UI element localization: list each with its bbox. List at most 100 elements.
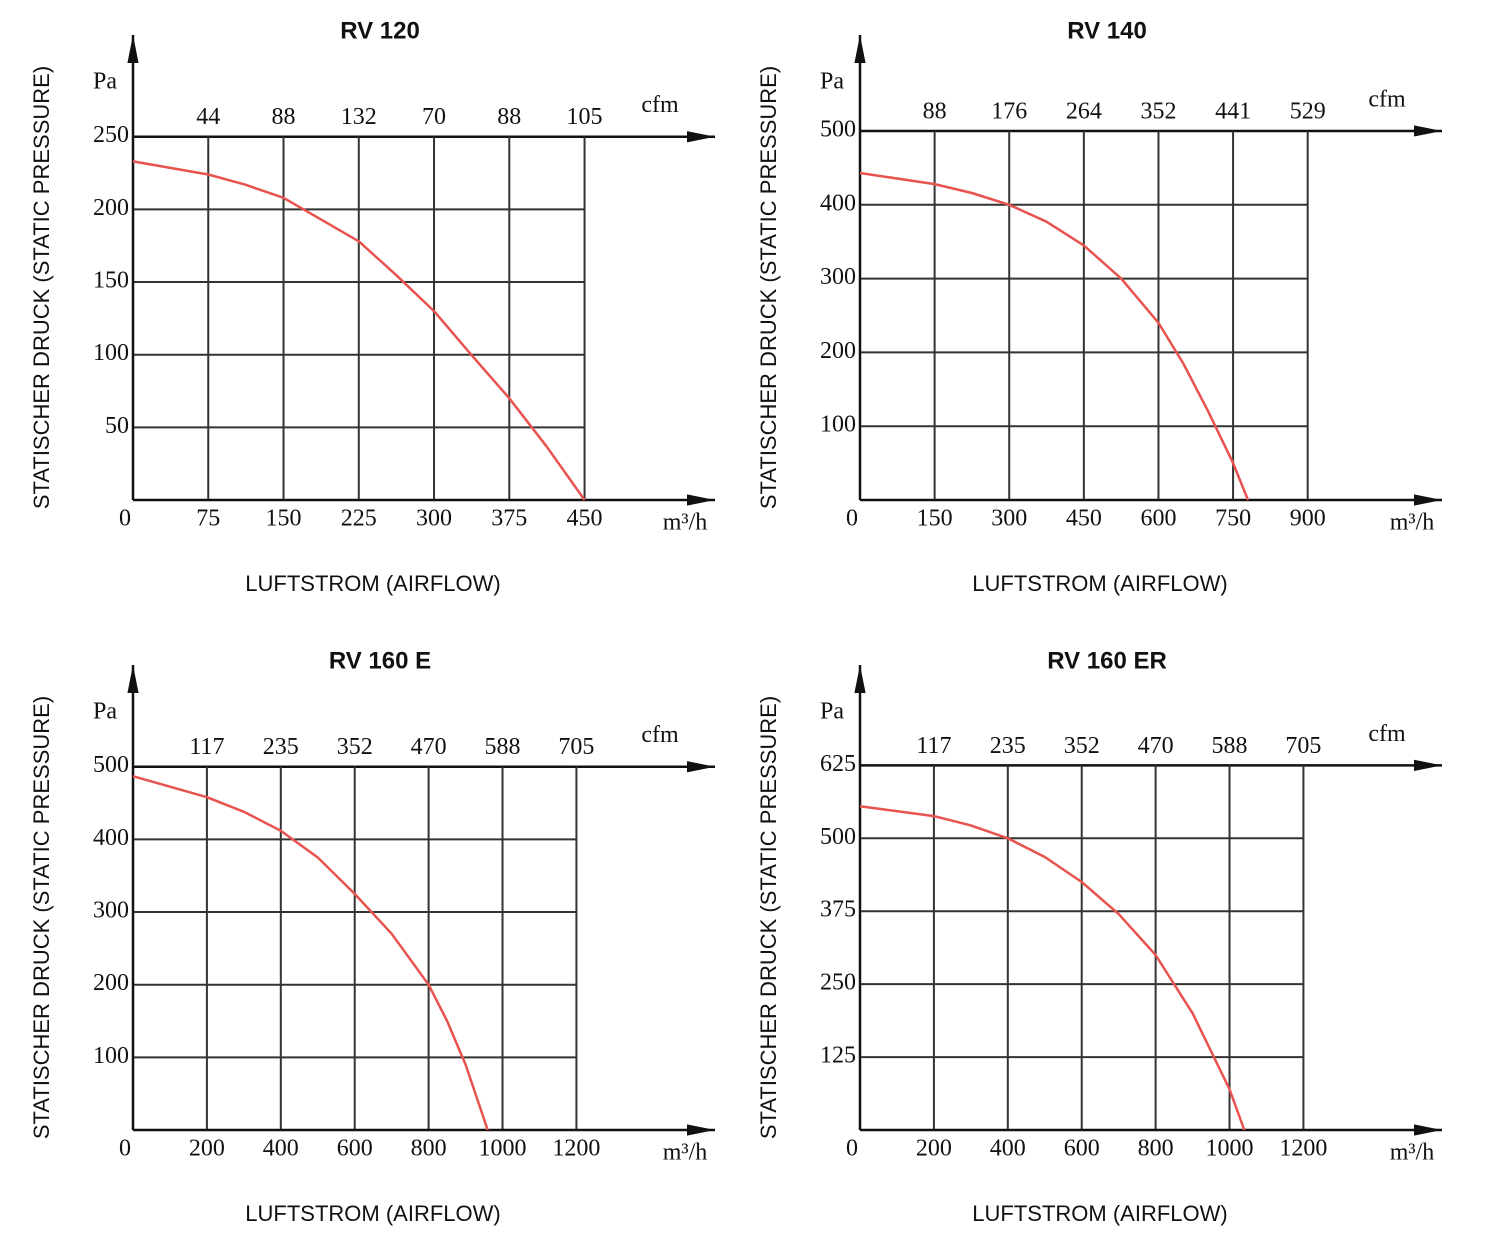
x-tick-label: 150 — [266, 506, 302, 532]
x2-tick-label: 117 — [916, 733, 951, 759]
y-axis-label: STATISCHER DRUCK (STATIC PRESSURE) — [29, 66, 54, 509]
x-tick-label: 400 — [990, 1136, 1026, 1162]
x2-tick-label: 176 — [991, 98, 1027, 124]
y-tick-label: 125 — [820, 1043, 856, 1069]
x-tick-label: 800 — [411, 1136, 447, 1162]
x2-tick-label: 132 — [341, 104, 377, 130]
y-unit: Pa — [820, 699, 844, 725]
x-tick-label: 200 — [916, 1136, 952, 1162]
x2-tick-label: 235 — [263, 734, 299, 760]
x-tick-label: 150 — [917, 506, 953, 532]
x2-tick-label: 588 — [485, 734, 521, 760]
y-tick-label: 100 — [93, 1043, 129, 1069]
y-tick-label: 300 — [93, 898, 129, 924]
y-axis-label: STATISCHER DRUCK (STATIC PRESSURE) — [29, 696, 54, 1139]
curve — [859, 804, 1246, 1131]
y-unit: Pa — [820, 69, 844, 95]
x-axis-label: LUFTSTROM (AIRFLOW) — [245, 1201, 500, 1226]
x-tick-label: 0 — [846, 506, 858, 532]
x2-tick-label: 588 — [1212, 733, 1248, 759]
x-tick-label: 0 — [846, 1136, 858, 1162]
curve — [132, 160, 586, 501]
x-tick-label: 800 — [1138, 1136, 1174, 1162]
x-tick-label: 375 — [491, 506, 527, 532]
y-tick-label: 400 — [93, 825, 129, 851]
x2-tick-label: 352 — [1140, 98, 1176, 124]
x-axis-label: LUFTSTROM (AIRFLOW) — [245, 571, 500, 596]
x-unit: m³/h — [663, 510, 708, 536]
x-tick-label: 450 — [567, 506, 603, 532]
chart-title: RV 160 ER — [1047, 647, 1167, 674]
x-tick-label: 750 — [1215, 506, 1251, 532]
y-tick-label: 250 — [93, 122, 129, 148]
x-tick-label: 1000 — [1206, 1136, 1254, 1162]
x-tick-label: 300 — [416, 506, 452, 532]
x-axis-label: LUFTSTROM (AIRFLOW) — [972, 1201, 1227, 1226]
y-tick-label: 200 — [93, 970, 129, 996]
y-axis-label: STATISCHER DRUCK (STATIC PRESSURE) — [756, 66, 781, 509]
x2-tick-label: 705 — [558, 734, 594, 760]
x2-tick-label: 88 — [923, 98, 947, 124]
x-tick-label: 0 — [119, 1136, 131, 1162]
y-unit: Pa — [93, 69, 117, 95]
y-tick-label: 100 — [820, 412, 856, 438]
x-unit: m³/h — [1390, 1140, 1435, 1166]
x2-tick-label: 105 — [567, 104, 603, 130]
y-tick-label: 200 — [820, 338, 856, 364]
x2-tick-label: 235 — [990, 733, 1026, 759]
x-tick-label: 600 — [1140, 506, 1176, 532]
y-tick-label: 300 — [820, 264, 856, 290]
x-tick-label: 400 — [263, 1136, 299, 1162]
x2-unit: cfm — [641, 92, 679, 118]
x-tick-label: 1200 — [1279, 1136, 1327, 1162]
y-tick-label: 100 — [93, 340, 129, 366]
x-tick-label: 225 — [341, 506, 377, 532]
x-tick-label: 200 — [189, 1136, 225, 1162]
chart-title: RV 160 E — [329, 647, 431, 674]
x2-tick-label: 88 — [272, 104, 296, 130]
x2-tick-label: 441 — [1215, 98, 1251, 124]
x2-unit: cfm — [1368, 721, 1406, 747]
curve — [859, 171, 1250, 501]
y-tick-label: 200 — [93, 195, 129, 221]
x-tick-label: 1200 — [552, 1136, 600, 1162]
x2-tick-label: 470 — [411, 734, 447, 760]
y-tick-label: 500 — [93, 752, 129, 778]
y-unit: Pa — [93, 699, 117, 725]
x-axis-label: LUFTSTROM (AIRFLOW) — [972, 571, 1227, 596]
y-axis-label: STATISCHER DRUCK (STATIC PRESSURE) — [756, 696, 781, 1139]
x-tick-label: 0 — [119, 506, 131, 532]
y-tick-label: 500 — [820, 116, 856, 142]
y-tick-label: 50 — [105, 413, 129, 439]
x2-tick-label: 264 — [1066, 98, 1102, 124]
y-tick-label: 150 — [93, 268, 129, 294]
x2-tick-label: 44 — [196, 104, 220, 130]
x2-tick-label: 352 — [337, 734, 373, 760]
x2-unit: cfm — [1368, 86, 1406, 112]
chart-title: RV 120 — [340, 17, 420, 44]
curve — [132, 774, 489, 1131]
x-unit: m³/h — [1390, 510, 1435, 536]
y-tick-label: 625 — [820, 751, 856, 777]
x2-tick-label: 70 — [422, 104, 446, 130]
x-tick-label: 300 — [991, 506, 1027, 532]
x-unit: m³/h — [663, 1140, 708, 1166]
y-tick-label: 250 — [820, 970, 856, 996]
x2-tick-label: 117 — [189, 734, 224, 760]
x-tick-label: 1000 — [479, 1136, 527, 1162]
x-tick-label: 900 — [1290, 506, 1326, 532]
x2-tick-label: 705 — [1285, 733, 1321, 759]
x-tick-label: 600 — [1064, 1136, 1100, 1162]
y-tick-label: 375 — [820, 897, 856, 923]
x-tick-label: 450 — [1066, 506, 1102, 532]
x-tick-label: 600 — [337, 1136, 373, 1162]
x2-tick-label: 470 — [1138, 733, 1174, 759]
x-tick-label: 75 — [196, 506, 220, 532]
x2-tick-label: 529 — [1290, 98, 1326, 124]
chart-title: RV 140 — [1067, 17, 1147, 44]
y-tick-label: 500 — [820, 824, 856, 850]
x2-tick-label: 352 — [1064, 733, 1100, 759]
y-tick-label: 400 — [820, 190, 856, 216]
x2-unit: cfm — [641, 722, 679, 748]
